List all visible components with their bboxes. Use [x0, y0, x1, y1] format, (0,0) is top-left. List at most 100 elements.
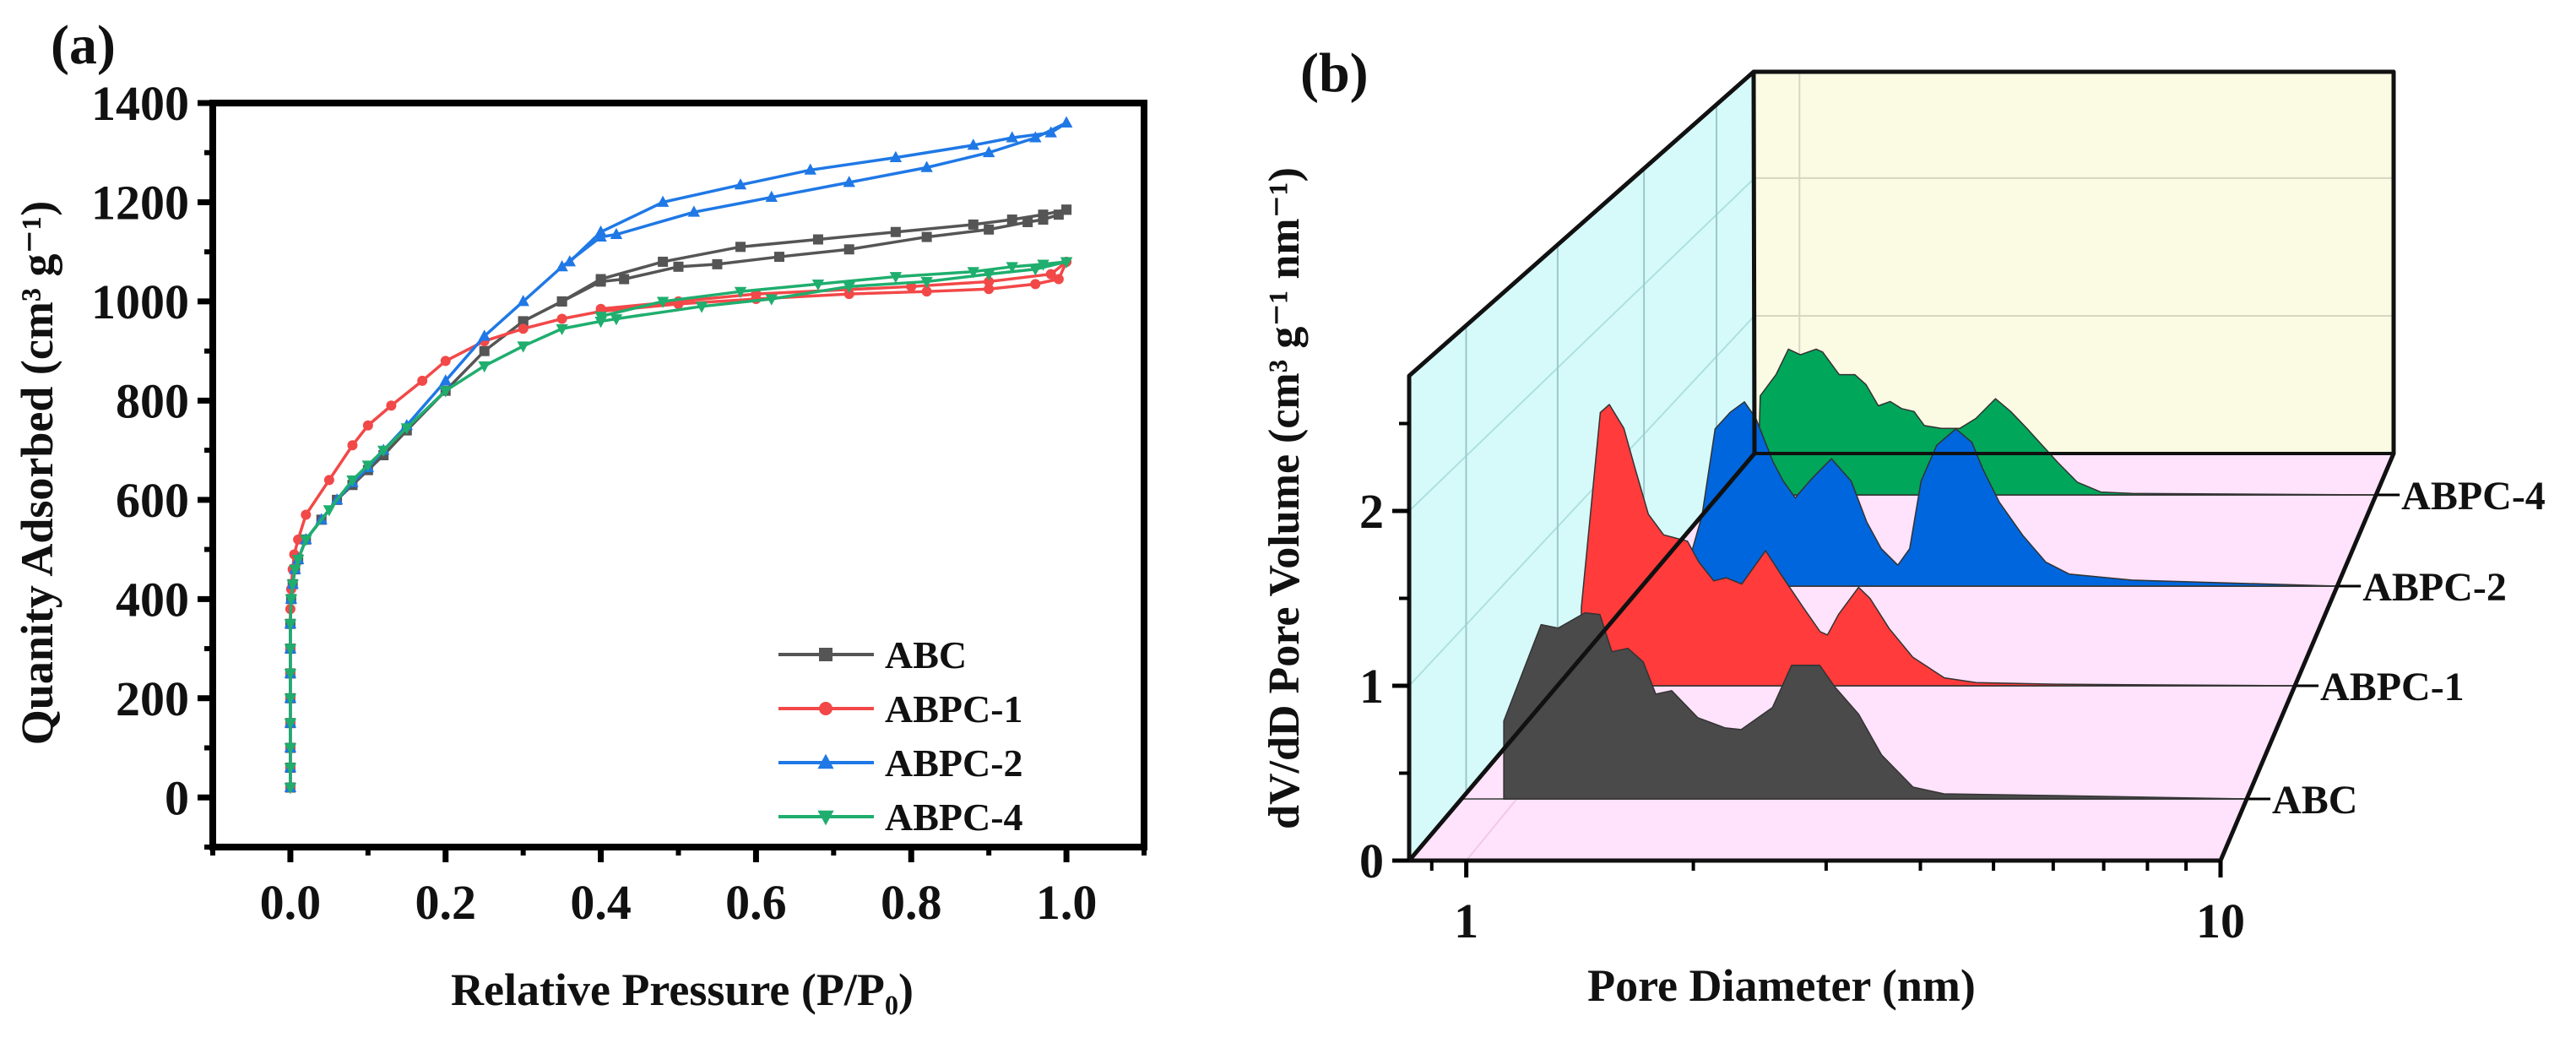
- abpc-4-point: [982, 269, 995, 281]
- abpc-2-point: [765, 190, 778, 202]
- abpc-4-point: [967, 267, 979, 279]
- abpc-1-point: [518, 323, 529, 334]
- panel-b-label: (b): [1300, 42, 1369, 104]
- abpc-1-point: [984, 284, 995, 295]
- legend-label-abpc-1: ABPC-1: [885, 687, 1023, 731]
- abpc-4-point: [284, 669, 297, 681]
- abpc-4-point: [300, 535, 312, 546]
- abpc-4-point: [517, 341, 529, 353]
- abpc-4-point: [843, 281, 855, 294]
- abpc-2-point: [656, 195, 670, 207]
- y-tick-label: 400: [116, 572, 189, 627]
- y-tick-label: 0: [165, 770, 189, 825]
- abpc-1-point: [417, 375, 428, 386]
- abpc-1-point: [1045, 269, 1056, 280]
- abpc-4-series-label: ABPC-4: [2401, 474, 2546, 519]
- abpc-2-point: [804, 163, 816, 175]
- abpc-2-point: [594, 225, 607, 237]
- abpc-4-point: [284, 783, 297, 795]
- abc-point: [812, 234, 823, 245]
- abpc-1-point: [595, 303, 606, 314]
- abpc-2-point: [1044, 126, 1057, 138]
- abpc-2-point: [1029, 131, 1042, 143]
- panel-a-plot-frame: [209, 100, 1147, 850]
- abpc-2-point: [478, 329, 491, 341]
- abpc-1-point: [293, 534, 304, 545]
- abpc-4-point: [765, 294, 778, 306]
- panel-a-axes: 0.0 0.2 0.4 0.6 0.8 1.0 0 200 400 600 800 1000 1200 1…: [91, 76, 1147, 930]
- y-tick-label: 1: [1359, 659, 1384, 714]
- y-tick-label: 2: [1359, 484, 1384, 539]
- abpc-4-point: [284, 619, 297, 631]
- series-abpc-4: ABPC-4: [1719, 348, 2546, 519]
- abpc-4-point: [811, 279, 825, 291]
- legend-label-abc: ABC: [885, 633, 967, 676]
- abpc-1-point: [1053, 274, 1064, 285]
- abpc-1-point: [984, 276, 995, 287]
- abpc-4-point: [656, 296, 670, 308]
- abpc-4-point: [439, 386, 452, 398]
- abpc-1-point: [386, 400, 397, 411]
- abpc-2-point: [967, 139, 979, 150]
- abpc-1-point: [843, 289, 854, 300]
- abpc-1-point: [323, 475, 334, 486]
- abpc-4-point: [286, 579, 299, 591]
- abc-point: [968, 219, 979, 230]
- abpc-2-point: [610, 227, 623, 240]
- back-wall-plane: [1754, 72, 2394, 454]
- abc-point: [773, 252, 784, 263]
- abpc-1-point: [440, 356, 451, 367]
- legend-marker-abpc-4: [817, 810, 834, 826]
- abc-point: [658, 256, 669, 267]
- abpc-4-point: [284, 693, 297, 705]
- abpc-1-point: [362, 420, 373, 431]
- legend-label-abpc-4: ABPC-4: [885, 796, 1023, 839]
- abpc-1-point: [347, 440, 358, 451]
- panel-a-label: (a): [51, 14, 116, 76]
- y-tick-label: 800: [116, 373, 189, 428]
- series-abc: ABC: [1461, 611, 2357, 823]
- abpc-4-point: [556, 323, 568, 336]
- series-abpc-2: ABPC-2: [1641, 401, 2507, 610]
- y-tick-label: 200: [116, 671, 189, 726]
- abpc-2-point: [734, 178, 747, 190]
- abpc-1-series-label: ABPC-1: [2320, 665, 2465, 709]
- panel-b-x-axis-title: Pore Diameter (nm): [1587, 960, 1976, 1011]
- abc-point: [1006, 215, 1017, 225]
- x-tick-label: 1: [1454, 894, 1478, 948]
- abpc-2-point: [1060, 116, 1073, 128]
- abpc-4-point: [285, 594, 298, 606]
- left-wall-plane: [1409, 72, 1754, 861]
- y-tick-label: 1000: [91, 274, 189, 329]
- abpc-4-point: [695, 301, 708, 313]
- abpc-4-area: [1756, 348, 2377, 496]
- abc-point: [921, 231, 932, 242]
- x-tick-label: 0.0: [260, 875, 322, 930]
- y-tick-label: 1400: [91, 76, 189, 131]
- abpc-2-point: [920, 160, 933, 172]
- abc-point: [1061, 204, 1072, 215]
- abpc-1-point: [556, 313, 567, 324]
- abc-point: [518, 316, 529, 327]
- panel-a-series: [284, 116, 1073, 795]
- abpc-4-point: [400, 423, 413, 435]
- abpc-4-point: [1029, 264, 1042, 276]
- panel-b-axes: 0 1 2 1 10: [1359, 69, 2396, 948]
- series-abpc-2: [284, 116, 1073, 792]
- abpc-4-point: [889, 272, 903, 284]
- y-tick-label: 0: [1359, 834, 1384, 888]
- abpc-4-point: [594, 312, 607, 323]
- abc-point: [673, 261, 684, 272]
- panel-b-pore-distribution-chart: (b) ABPC-4 ABPC-2 ABPC-1 ABC 0 1 2 1 10 Pore Di…: [1261, 42, 2546, 1011]
- x-tick-label: 0.8: [881, 875, 942, 930]
- abc-point: [1022, 216, 1033, 227]
- abpc-1-point: [301, 509, 312, 520]
- x-tick-label: 10: [2196, 894, 2245, 948]
- legend-marker-abpc-1: [819, 702, 832, 715]
- abpc-4-point: [1060, 257, 1073, 269]
- abc-point: [843, 244, 854, 255]
- panel-a-y-axis-title: Quanity Adsorbed (cm³ g⁻¹): [12, 201, 62, 745]
- abpc-4-point: [284, 718, 297, 730]
- panel-b-series: ABPC-4 ABPC-2 ABPC-1 ABC: [1461, 348, 2546, 823]
